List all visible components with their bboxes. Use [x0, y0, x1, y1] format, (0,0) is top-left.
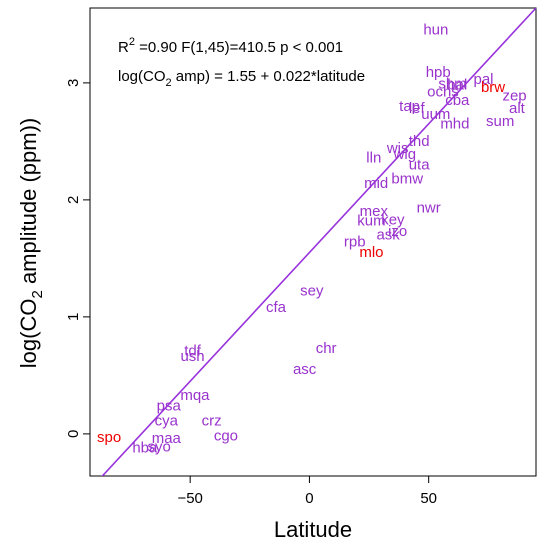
x-axis-title: Latitude: [274, 517, 352, 542]
site-label-mhd: mhd: [440, 115, 469, 132]
site-label-brw: brw: [481, 79, 505, 96]
site-label-sey: sey: [300, 283, 324, 300]
site-label-maa: maa: [152, 430, 182, 447]
site-label-ush: ush: [180, 348, 204, 365]
y-axis-title: log(CO2 amplitude (ppm)): [16, 118, 46, 368]
site-label-thd: thd: [409, 133, 430, 150]
site-label-crz: crz: [202, 413, 222, 430]
site-label-kum: kum: [357, 212, 385, 229]
site-label-cba: cba: [445, 92, 470, 109]
y-tick-label: 2: [65, 196, 82, 204]
x-tick-label: −50: [177, 490, 202, 507]
site-label-chr: chr: [316, 340, 337, 357]
site-label-key: key: [381, 211, 405, 228]
site-label-lln: lln: [366, 149, 381, 166]
x-axis: −50 0 50: [177, 476, 437, 507]
site-label-tap: tap: [399, 98, 420, 115]
site-label-mex: mex: [360, 203, 389, 220]
site-label-mqa: mqa: [180, 387, 210, 404]
site-label-lef: lef: [409, 100, 426, 117]
site-label-cya: cya: [155, 413, 179, 430]
site-label-bmw: bmw: [391, 170, 423, 187]
site-label-ask: ask: [376, 226, 400, 243]
site-label-mid: mid: [364, 175, 388, 192]
site-label-wis: wis: [386, 140, 409, 157]
y-axis: 0 1 2 3: [65, 79, 90, 438]
site-label-spo: spo: [97, 429, 121, 446]
site-label-hun: hun: [423, 22, 448, 39]
site-label-rpb: rpb: [344, 234, 366, 251]
site-label-izo: izo: [388, 223, 407, 240]
y-tick-label: 3: [65, 79, 82, 87]
site-label-cgo: cgo: [214, 428, 238, 445]
site-label-sum: sum: [486, 113, 514, 130]
stats-annotation: R2 =0.90 F(1,45)=410.5 p < 0.001: [118, 36, 343, 56]
site-label-mlo: mlo: [359, 244, 383, 261]
site-label-uum: uum: [421, 106, 450, 123]
regression-equation: log(CO2 amp) = 1.55 + 0.022*latitude: [118, 68, 365, 89]
site-label-nwr: nwr: [417, 200, 441, 217]
site-label-hba: hba: [132, 439, 158, 456]
y-tick-label: 1: [65, 313, 82, 321]
plot-frame: [89, 7, 537, 477]
site-label-zep: zep: [502, 87, 526, 104]
site-label-wlg: wlg: [393, 146, 417, 163]
site-label-hpb: hpb: [426, 64, 451, 81]
site-label-pal: pal: [474, 71, 494, 88]
x-tick-label: 50: [420, 490, 437, 507]
site-label-uta: uta: [409, 156, 431, 173]
site-label-cfa: cfa: [266, 299, 287, 316]
site-label-tdf: tdf: [184, 342, 202, 359]
y-tick-label: 0: [65, 430, 82, 438]
site-label-asc: asc: [293, 361, 317, 378]
site-label-psa: psa: [157, 397, 182, 414]
site-label-ochs: ochs: [427, 84, 459, 101]
x-tick-label: 0: [305, 490, 313, 507]
site-label-syo: syo: [147, 438, 170, 455]
site-label-alt: alt: [509, 100, 526, 117]
site-label-shm: shm: [438, 76, 466, 93]
regression-line: [101, 8, 537, 476]
site-label-bal: bal: [447, 77, 467, 94]
